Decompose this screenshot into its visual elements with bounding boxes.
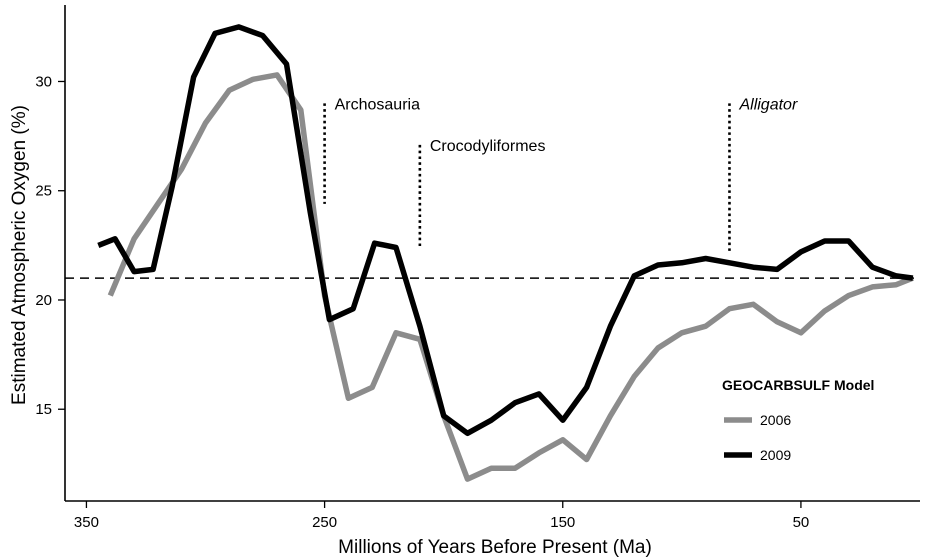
x-tick-label: 50 (793, 514, 810, 531)
annotation-label: Alligator (738, 96, 797, 113)
y-axis-title: Estimated Atmospheric Oxygen (%) (9, 105, 30, 405)
legend-label: 2009 (760, 447, 791, 463)
legend-label: 2006 (760, 412, 791, 428)
annotation-label: Archosauria (335, 96, 420, 113)
y-tick-label: 20 (35, 292, 52, 309)
legend-title: GEOCARBSULF Model (722, 377, 874, 393)
x-tick-label: 150 (550, 514, 575, 531)
axes (64, 5, 920, 502)
annotations: Archosauria Crocodyliformes Alligator (323, 96, 798, 252)
ticks: 350 250 150 50 15 20 25 30 (35, 73, 809, 531)
x-tick-label: 250 (312, 514, 337, 531)
x-tick-label: 350 (74, 514, 99, 531)
annotation-label: Crocodyliformes (430, 138, 546, 155)
series-line-2009 (97, 24, 914, 437)
series-line-2006 (107, 72, 914, 482)
y-tick-label: 30 (35, 73, 52, 90)
legend: GEOCARBSULF Model 2006 2009 (722, 377, 874, 463)
x-axis-title: Millions of Years Before Present (Ma) (338, 537, 652, 558)
series-group (97, 24, 914, 482)
y-tick-label: 25 (35, 183, 52, 200)
y-tick-label: 15 (35, 401, 52, 418)
